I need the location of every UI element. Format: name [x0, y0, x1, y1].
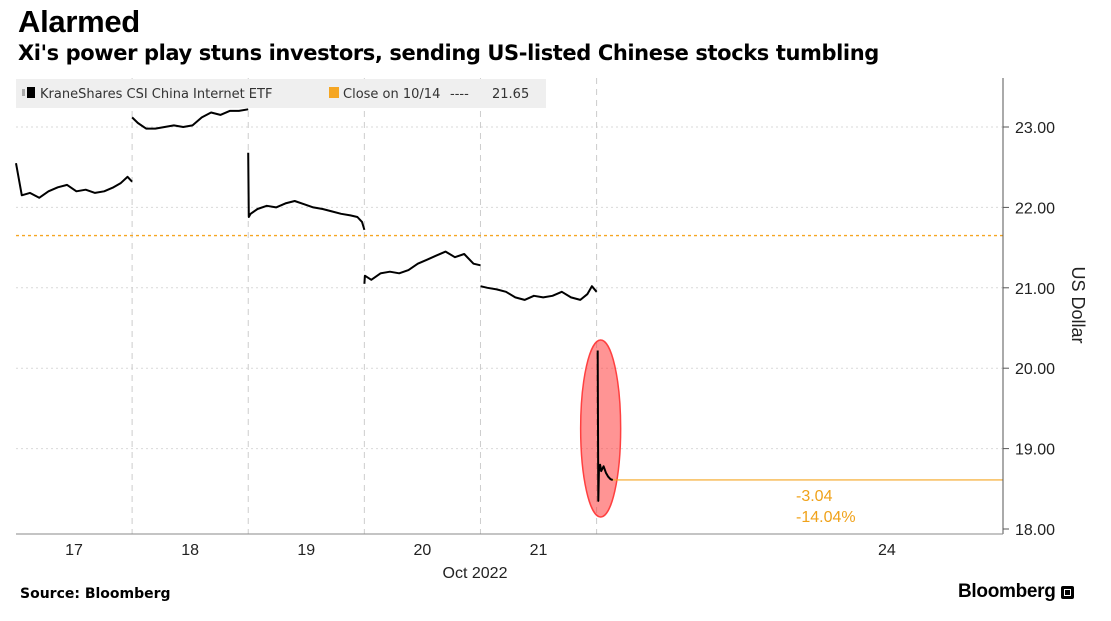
y-axis-ticks: 18.00 19.00 20.00 21.00 22.00 23.00	[1003, 120, 1055, 539]
y-axis-title: US Dollar	[1068, 266, 1088, 343]
price-line-session	[247, 152, 366, 231]
brand-name: Bloomberg	[958, 581, 1056, 602]
drop-highlight-ellipse	[579, 339, 622, 518]
legend-background	[16, 79, 546, 108]
gridlines	[16, 126, 1003, 450]
chart-title: Alarmed	[18, 4, 140, 39]
price-line-session	[131, 108, 249, 130]
price-line-session	[480, 285, 598, 301]
legend-reference-value: 21.65	[492, 87, 529, 102]
y-tick-label: 20.00	[1015, 361, 1055, 378]
x-tick-label: 19	[297, 542, 315, 559]
price-line-session	[363, 250, 481, 284]
legend-series-swatch	[27, 87, 35, 98]
legend: KraneShares CSI China Internet ETF Close…	[22, 87, 529, 102]
x-tick-label: 17	[65, 542, 83, 559]
legend-reference-label: Close on 10/14	[343, 87, 440, 102]
y-tick-label: 18.00	[1015, 522, 1055, 539]
price-line-session	[596, 350, 614, 502]
source-note: Source: Bloomberg	[20, 586, 171, 602]
y-tick-label: 19.00	[1015, 442, 1055, 459]
legend-reference-dashes: ----	[450, 87, 469, 102]
x-tick-label: 20	[414, 542, 432, 559]
x-tick-label: 21	[530, 542, 548, 559]
session-dividers	[131, 78, 598, 534]
x-tick-label: 24	[878, 542, 896, 559]
x-tick-label: 18	[181, 542, 199, 559]
price-series	[15, 108, 614, 502]
legend-reference-swatch	[329, 87, 339, 98]
x-axis-ticks: 17 18 19 20 21 24	[16, 533, 1003, 559]
change-percent-label: -14.04%	[796, 509, 856, 526]
x-axis-title: Oct 2022	[443, 565, 508, 582]
legend-series-label: KraneShares CSI China Internet ETF	[40, 87, 272, 102]
y-tick-label: 22.00	[1015, 200, 1055, 217]
legend-series-swatch-tab	[22, 89, 25, 96]
change-absolute-label: -3.04	[796, 488, 833, 505]
price-line-session	[15, 163, 133, 199]
chart-subtitle: Xi's power play stuns investors, sending…	[18, 41, 879, 65]
bloomberg-terminal-icon	[1060, 585, 1074, 599]
y-tick-label: 23.00	[1015, 120, 1055, 137]
bloomberg-logo: Bloomberg	[958, 581, 1074, 603]
y-tick-label: 21.00	[1015, 281, 1055, 298]
